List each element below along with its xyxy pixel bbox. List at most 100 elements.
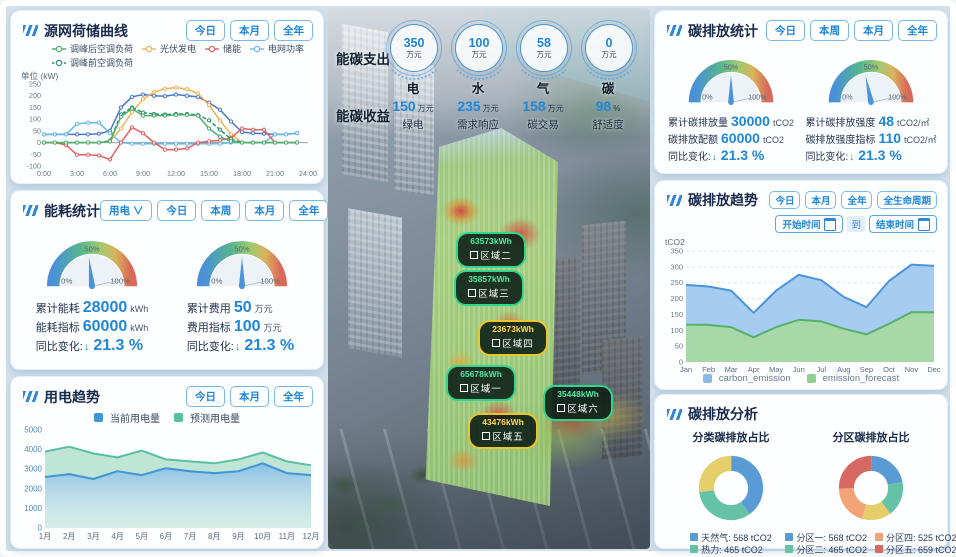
income-value: 158 bbox=[522, 98, 546, 114]
badge-unit: 万元 bbox=[601, 49, 617, 59]
income-value-row: 98% bbox=[568, 98, 648, 116]
zone-box-icon bbox=[468, 289, 477, 297]
time-filter-button-今日[interactable]: 今日 bbox=[186, 20, 225, 41]
time-filter-button-今日[interactable]: 今日 bbox=[766, 20, 805, 41]
end-date-label: 结束时间 bbox=[875, 220, 914, 231]
carbon-legend-item[interactable]: carbon_emission bbox=[702, 373, 791, 384]
time-filter-button-今日[interactable]: 今日 bbox=[186, 386, 225, 407]
stat-unit: tCO2/㎡ bbox=[897, 118, 930, 128]
svg-text:Aug: Aug bbox=[837, 365, 850, 374]
zone-label-区域六[interactable]: 35448kWh 区域六 bbox=[543, 385, 613, 421]
panel-header: 碳排放统计 今日 本周 本月 全年 bbox=[655, 11, 947, 41]
panel-energy-stats: 能耗统计 用电 ∨ 今日 本周 本月 全年 0% 50% 100% 累计能耗 28000 kWh 能… bbox=[10, 190, 329, 370]
power-legend-item[interactable]: 预测用电量 bbox=[174, 410, 240, 425]
time-filter-button-本月[interactable]: 本月 bbox=[230, 386, 269, 407]
zone-label-区域一[interactable]: 65678kWh 区域一 bbox=[446, 365, 516, 401]
time-filter-button-全年[interactable]: 全年 bbox=[841, 191, 873, 209]
panel-slashes-icon bbox=[667, 25, 682, 36]
end-date-picker[interactable]: 结束时间 bbox=[868, 215, 937, 233]
time-filter-button-全年[interactable]: 全年 bbox=[274, 20, 313, 41]
donut-legend-item[interactable]: 天然气: 568 tCO2 bbox=[690, 531, 772, 544]
time-filter-button-本周[interactable]: 本周 bbox=[810, 20, 849, 41]
zone-label-区域五[interactable]: 43476kWh 区域五 bbox=[468, 413, 538, 449]
badge-value: 58 bbox=[537, 35, 551, 50]
stat-value: 21.3 % bbox=[93, 337, 144, 354]
stat-value: 60000 bbox=[82, 318, 128, 335]
donut-legend-item[interactable]: 分区五: 659 tCO2 bbox=[875, 543, 956, 556]
donut-legend-item[interactable]: 分区二: 465 tCO2 bbox=[785, 543, 867, 556]
stat-label: 碳排放强度指标 bbox=[805, 135, 876, 146]
expense-badge-电: 350 万元 bbox=[382, 20, 446, 80]
legend-swatch bbox=[690, 533, 699, 541]
gauge-stats: 累计能耗 28000 kWh 能耗指标 60000 kWh 同比变化: ↓ 21.3 % bbox=[36, 299, 149, 356]
badge-name: 水 bbox=[471, 82, 485, 96]
income-value: 150 bbox=[392, 98, 416, 114]
carbon-legend-item[interactable]: emission_forecast bbox=[806, 373, 900, 384]
zone-label-区域四[interactable]: 23673kWh 区域四 bbox=[478, 320, 548, 356]
time-filter-button-本月[interactable]: 本月 bbox=[230, 20, 269, 41]
gauge-stats: 累计碳排放强度 48 tCO2/㎡ 碳排放强度指标 110 tCO2/㎡ 同比变化: ↓ 21.… bbox=[805, 114, 936, 165]
time-filter-button-全生命周期[interactable]: 全生命周期 bbox=[877, 191, 937, 209]
date-to-label: 到 bbox=[847, 216, 865, 232]
time-filter-button-全年[interactable]: 全年 bbox=[289, 200, 329, 221]
svg-text:Jan: Jan bbox=[680, 365, 692, 374]
badge-unit: 万元 bbox=[406, 49, 422, 59]
stat-unit: tCO2 bbox=[772, 118, 794, 128]
legend-label: emission_forecast bbox=[822, 373, 900, 384]
time-filter-button-今日[interactable]: 今日 bbox=[769, 191, 801, 209]
stat-label: 累计碳排放强度 bbox=[805, 118, 876, 129]
stat-label: 累计碳排放量 bbox=[668, 118, 729, 129]
energy-type-dropdown[interactable]: 用电 ∨ bbox=[100, 200, 153, 221]
legend-item[interactable]: 电网功率 bbox=[249, 42, 304, 55]
stat-value: 60000 bbox=[721, 130, 760, 146]
svg-text:5000: 5000 bbox=[24, 426, 42, 435]
time-filter-button-本月[interactable]: 本月 bbox=[854, 20, 893, 41]
power-legend-item[interactable]: 当前用电量 bbox=[94, 410, 160, 425]
chart-legend: carbon_emission emission_forecast bbox=[655, 373, 947, 384]
zone-name: 区域三 bbox=[468, 289, 510, 300]
chart-legend: 调峰后空调负荷 光伏发电 储能 电网功率调峰前空调负荷 bbox=[51, 42, 317, 69]
income-value-row: 150 万元 bbox=[373, 98, 453, 116]
svg-text:150: 150 bbox=[670, 310, 683, 319]
svg-text:50%: 50% bbox=[724, 63, 739, 72]
time-filter-button-全年[interactable]: 全年 bbox=[274, 386, 313, 407]
svg-text:250: 250 bbox=[29, 80, 41, 89]
zone-box-icon bbox=[470, 251, 479, 259]
panel-slashes-icon bbox=[667, 408, 682, 420]
legend-item[interactable]: 储能 bbox=[204, 42, 241, 55]
income-unit: 万元 bbox=[547, 104, 564, 113]
donut-title: 分区碳排放占比 bbox=[832, 432, 910, 444]
badge-value: 350 bbox=[403, 35, 425, 50]
start-date-picker[interactable]: 开始时间 bbox=[775, 215, 844, 233]
legend-item[interactable]: 调峰前空调负荷 bbox=[51, 56, 133, 69]
stat-label: 碳排放配额 bbox=[668, 135, 719, 146]
panel-slashes-icon bbox=[667, 194, 682, 206]
time-filter-button-全年[interactable]: 全年 bbox=[898, 20, 937, 41]
donut-legend-item[interactable]: 分区一: 568 tCO2 bbox=[785, 531, 867, 544]
chart-legend: 当前用电量 预测用电量 bbox=[11, 410, 323, 425]
down-arrow-icon: ↓ bbox=[849, 152, 855, 163]
time-filter-button-今日[interactable]: 今日 bbox=[157, 200, 197, 221]
legend-item[interactable]: 光伏发电 bbox=[141, 42, 196, 55]
income-item-绿电: 150 万元 绿电 bbox=[373, 98, 453, 132]
svg-text:7月: 7月 bbox=[184, 532, 196, 541]
svg-text:0: 0 bbox=[38, 524, 43, 533]
legend-item[interactable]: 调峰后空调负荷 bbox=[51, 42, 133, 55]
zone-label-区域三[interactable]: 35857kWh 区域三 bbox=[454, 270, 524, 306]
start-date-label: 开始时间 bbox=[782, 220, 821, 231]
donut-legend-item[interactable]: 热力: 465 tCO2 bbox=[690, 543, 772, 556]
gauge-group: 0% 50% 100% 累计碳排放量 30000 tCO2 碳排放配额 60000 tCO2 同比… bbox=[655, 41, 947, 165]
donut-legend-item[interactable]: 分区四: 525 tCO2 bbox=[875, 531, 956, 544]
time-filter-button-本月[interactable]: 本月 bbox=[805, 191, 837, 209]
badge-unit: 万元 bbox=[536, 49, 552, 59]
time-filter-group: 今日 本月 全年 bbox=[186, 20, 313, 41]
svg-text:Sep: Sep bbox=[860, 365, 873, 374]
time-filter-button-本周[interactable]: 本周 bbox=[201, 200, 241, 221]
time-filter-button-本月[interactable]: 本月 bbox=[245, 200, 285, 221]
zone-label-区域二[interactable]: 63573kWh 区域二 bbox=[456, 232, 526, 268]
svg-text:12:00: 12:00 bbox=[167, 169, 185, 178]
down-arrow-icon: ↓ bbox=[83, 341, 90, 353]
gauge-stats: 累计费用 50 万元 费用指标 100 万元 同比变化: ↓ 21.3 % bbox=[187, 299, 297, 356]
